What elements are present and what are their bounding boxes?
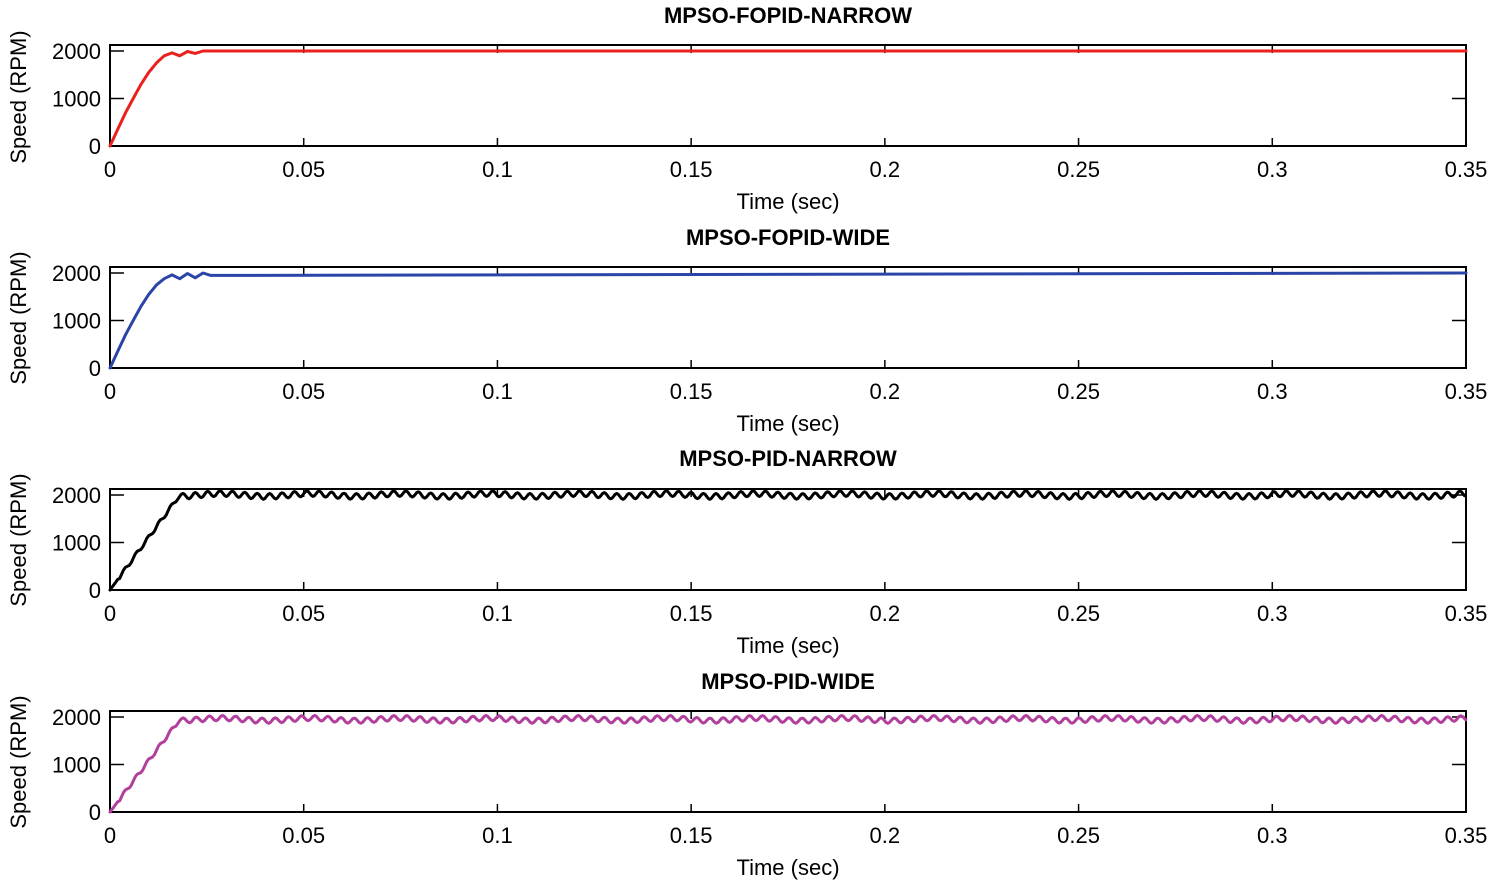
plot-frame	[109, 488, 1467, 591]
y-tick-label: 1000	[52, 87, 101, 112]
x-tick-label: 0	[104, 823, 116, 848]
x-tick-label: 0.15	[670, 379, 713, 404]
x-tick-label: 0.35	[1445, 379, 1488, 404]
x-tick-label: 0.25	[1057, 823, 1100, 848]
x-tick-label: 0.35	[1445, 823, 1488, 848]
y-tick-label: 1000	[52, 753, 101, 778]
x-axis-label: Time (sec)	[736, 189, 839, 214]
y-tick-label: 2000	[52, 705, 101, 730]
chart-title: MPSO-FOPID-WIDE	[686, 225, 890, 250]
y-tick-label: 1000	[52, 309, 101, 334]
x-tick-label: 0.25	[1057, 379, 1100, 404]
plot-frame	[109, 710, 1467, 813]
x-tick-label: 0.35	[1445, 157, 1488, 182]
x-tick-label: 0.05	[282, 601, 325, 626]
subplot-1: MPSO-FOPID-NARROW 0 0.05 0.1 0.15 0.2 0.25 0.3 0…	[6, 3, 1487, 214]
y-axis-label: Speed (RPM)	[6, 30, 31, 163]
y-tick-label: 2000	[52, 39, 101, 64]
x-tick-label: 0.25	[1057, 157, 1100, 182]
x-tick-label: 0.2	[870, 601, 901, 626]
x-tick-label: 0.1	[482, 823, 513, 848]
y-tick-label: 0	[89, 134, 101, 159]
x-tick-label: 0.3	[1257, 823, 1288, 848]
x-tick-label: 0.35	[1445, 601, 1488, 626]
series-line	[108, 49, 1468, 148]
chart-title: MPSO-PID-WIDE	[701, 669, 875, 694]
plot-frame	[109, 44, 1467, 147]
x-tick-label: 0.2	[870, 157, 901, 182]
x-tick-label: 0.25	[1057, 601, 1100, 626]
series-line	[108, 489, 1466, 592]
x-tick-label: 0.05	[282, 379, 325, 404]
subplot-3: MPSO-PID-NARROW 0 0.05 0.1 0.15 0.2 0.25 0.3 0.3…	[6, 446, 1487, 658]
y-tick-label: 1000	[52, 531, 101, 556]
x-tick-label: 0.3	[1257, 379, 1288, 404]
x-tick-label: 0.05	[282, 157, 325, 182]
y-tick-label: 0	[89, 578, 101, 603]
y-axis-label: Speed (RPM)	[6, 695, 31, 828]
x-tick-label: 0.1	[482, 379, 513, 404]
x-tick-label: 0.15	[670, 823, 713, 848]
x-axis-label: Time (sec)	[736, 411, 839, 436]
x-tick-label: 0	[104, 379, 116, 404]
x-tick-label: 0.3	[1257, 157, 1288, 182]
subplot-4: MPSO-PID-WIDE 0 0.05 0.1 0.15 0.2 0.25 0.3 0.35 0…	[6, 669, 1487, 880]
y-tick-label: 2000	[52, 483, 101, 508]
x-tick-label: 0.2	[870, 823, 901, 848]
x-axis-label: Time (sec)	[736, 633, 839, 658]
x-tick-label: 0.1	[482, 157, 513, 182]
plot-frame	[109, 266, 1467, 369]
x-axis-label: Time (sec)	[736, 855, 839, 880]
x-tick-label: 0.3	[1257, 601, 1288, 626]
x-tick-label: 0	[104, 157, 116, 182]
x-tick-label: 0.15	[670, 601, 713, 626]
subplot-2: MPSO-FOPID-WIDE 0 0.05 0.1 0.15 0.2 0.25 0.3 0.3…	[6, 225, 1487, 436]
chart-title: MPSO-FOPID-NARROW	[664, 3, 912, 28]
y-axis-label: Speed (RPM)	[6, 251, 31, 384]
x-tick-label: 0	[104, 601, 116, 626]
series-line	[108, 271, 1468, 370]
x-tick-label: 0.05	[282, 823, 325, 848]
x-tick-label: 0.1	[482, 601, 513, 626]
y-tick-label: 2000	[52, 261, 101, 286]
x-tick-label: 0.2	[870, 379, 901, 404]
x-tick-label: 0.15	[670, 157, 713, 182]
chart-title: MPSO-PID-NARROW	[679, 446, 897, 471]
y-tick-label: 0	[89, 356, 101, 381]
series-line	[108, 714, 1468, 814]
y-axis-label: Speed (RPM)	[6, 473, 31, 606]
y-tick-label: 0	[89, 800, 101, 825]
